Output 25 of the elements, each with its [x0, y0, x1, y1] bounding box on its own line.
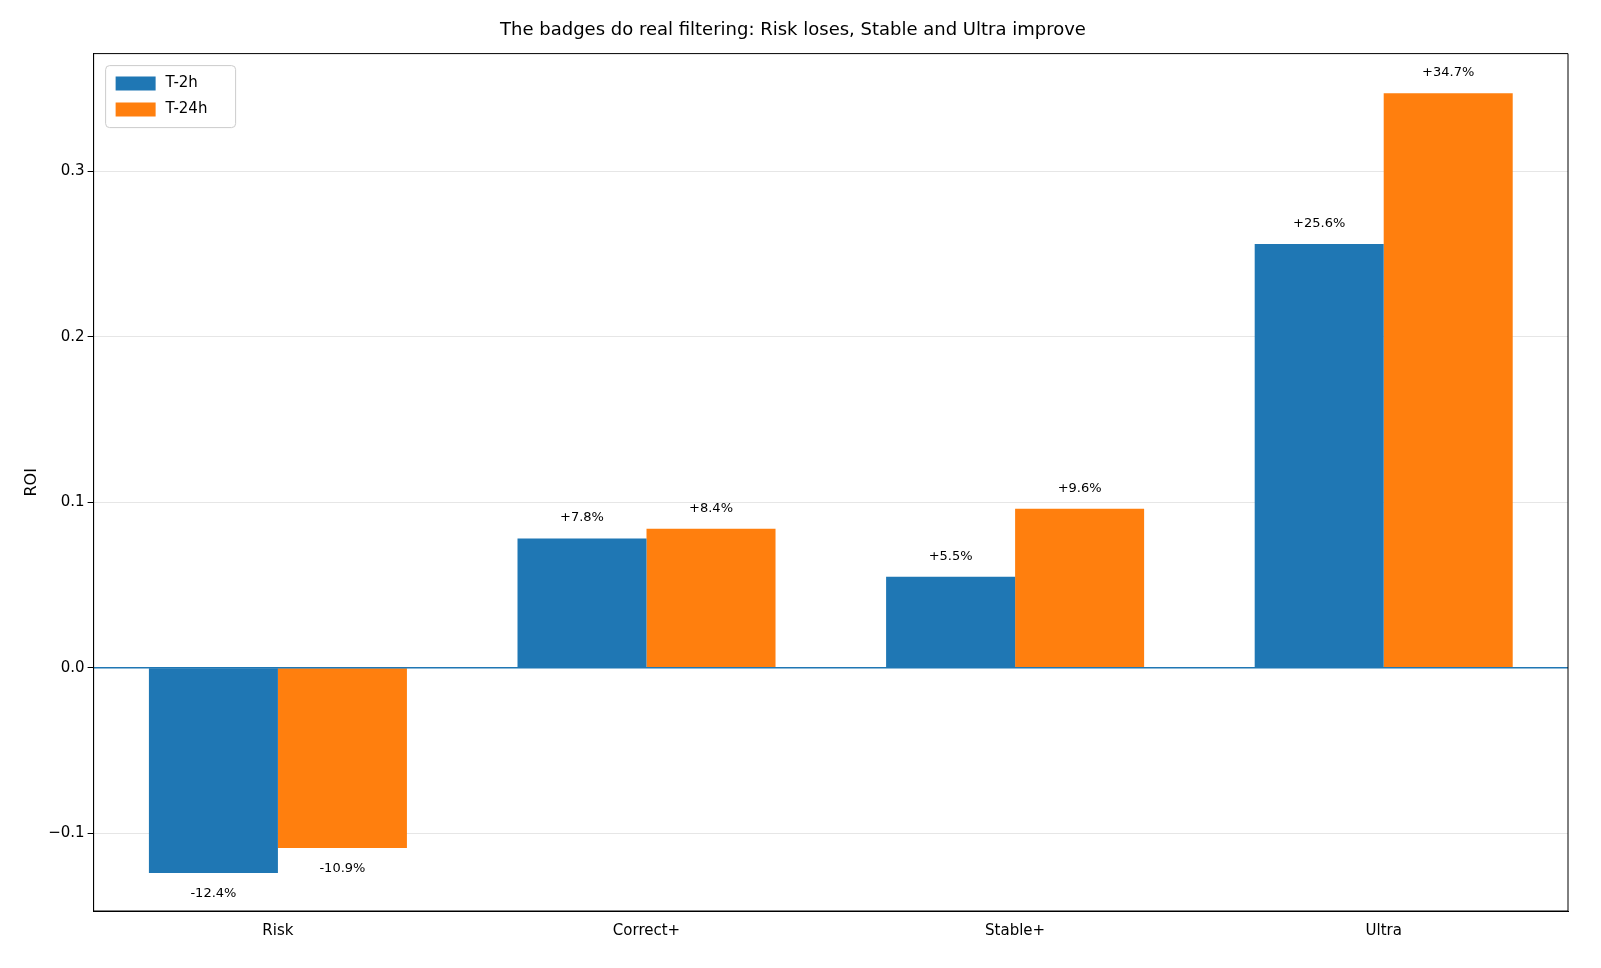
- data-label: +9.6%: [1057, 479, 1102, 495]
- x-tick-label: Ultra: [1365, 920, 1402, 939]
- y-tick-label: −0.1: [48, 823, 85, 842]
- data-label: +25.6%: [1293, 214, 1346, 230]
- data-label: -10.9%: [319, 859, 366, 875]
- y-tick-label: 0.0: [60, 657, 85, 676]
- x-tick-label: Risk: [262, 920, 294, 939]
- bar: [277, 668, 407, 849]
- y-tick-label: 0.1: [60, 492, 85, 511]
- x-tick-label: Stable+: [985, 920, 1046, 939]
- y-axis-title: ROI: [20, 468, 40, 497]
- y-tick-label: 0.3: [60, 161, 85, 180]
- bar: [1383, 93, 1513, 668]
- data-label: +7.8%: [560, 509, 604, 525]
- bar: [646, 528, 776, 668]
- data-label: +34.7%: [1422, 64, 1475, 80]
- x-tick-label: Correct+: [612, 920, 681, 939]
- data-label: -12.4%: [190, 884, 237, 900]
- bar: [1015, 508, 1145, 668]
- legend-label: T-2h: [164, 73, 198, 92]
- y-tick-label: 0.2: [60, 326, 85, 345]
- chart-title: The badges do real filtering: Risk loses, Stable and Ultra improve: [499, 18, 1086, 40]
- legend-label: T-24h: [164, 99, 208, 118]
- data-label: +5.5%: [928, 547, 973, 563]
- data-label: +8.4%: [689, 499, 733, 515]
